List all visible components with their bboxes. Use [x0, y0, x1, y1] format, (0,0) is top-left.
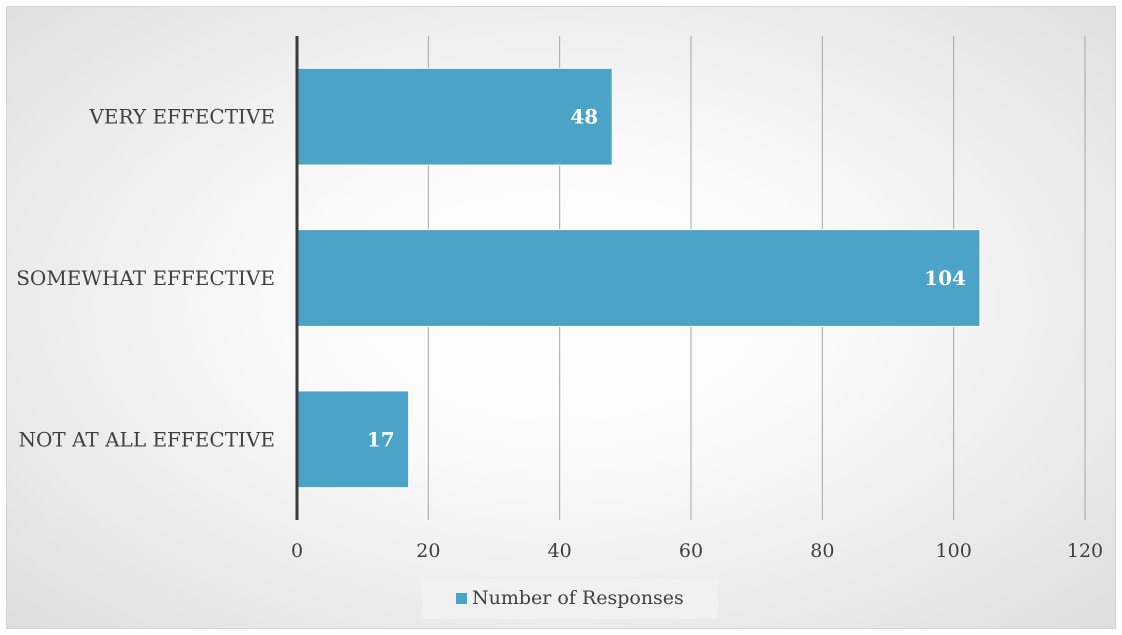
category-label-very-effective: VERY EFFECTIVE	[88, 105, 275, 129]
tick-label-120: 120	[1067, 540, 1103, 562]
tick-labels: 0 20 40 60 80 100 120	[291, 540, 1103, 562]
tick-label-20: 20	[416, 540, 440, 562]
bars	[296, 67, 981, 489]
category-label-not-at-all-effective: NOT AT ALL EFFECTIVE	[18, 427, 275, 451]
data-label-somewhat-effective: 104	[924, 266, 966, 290]
legend: Number of Responses	[422, 579, 718, 619]
category-labels: VERY EFFECTIVE SOMEWHAT EFFECTIVE NOT AT A…	[16, 105, 275, 452]
bar-somewhat-effective	[296, 229, 981, 327]
category-label-somewhat-effective: SOMEWHAT EFFECTIVE	[16, 266, 275, 290]
tick-label-80: 80	[810, 540, 834, 562]
bar-very-effective	[296, 67, 613, 166]
legend-box	[422, 579, 718, 619]
legend-label: Number of Responses	[472, 587, 684, 609]
data-labels: 48 104 17	[367, 105, 966, 452]
tick-label-40: 40	[548, 540, 572, 562]
legend-swatch	[456, 593, 467, 604]
tick-label-60: 60	[679, 540, 703, 562]
data-label-very-effective: 48	[570, 105, 598, 129]
tick-label-0: 0	[291, 540, 303, 562]
tick-label-100: 100	[936, 540, 972, 562]
data-label-not-at-all-effective: 17	[367, 427, 395, 451]
